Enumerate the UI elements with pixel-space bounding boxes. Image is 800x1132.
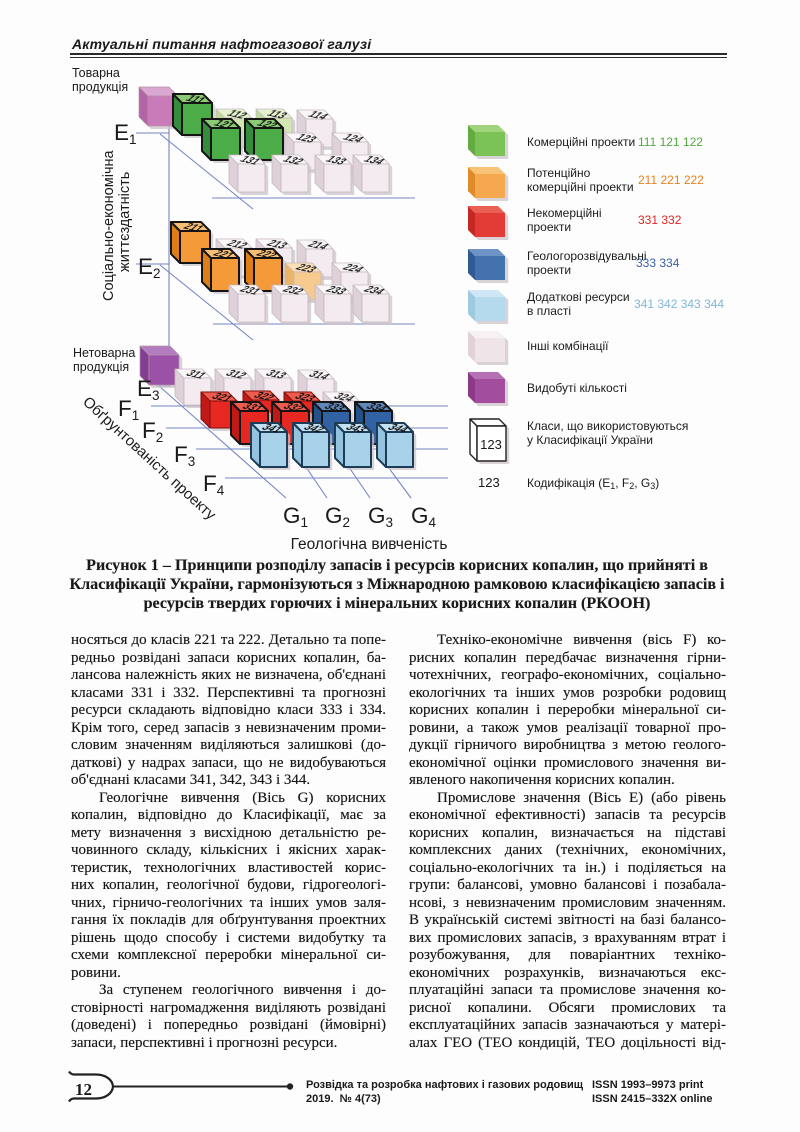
svg-text:122: 122 bbox=[253, 119, 280, 131]
svg-text:Соціально-економічна: Соціально-економічна bbox=[101, 149, 117, 301]
svg-text:F3: F3 bbox=[174, 442, 195, 469]
svg-text:111 121 122: 111 121 122 bbox=[638, 135, 703, 149]
svg-text:233: 233 bbox=[322, 285, 349, 297]
svg-text:Некомерційні: Некомерційні bbox=[527, 206, 602, 220]
svg-text:проекти: проекти bbox=[527, 220, 571, 234]
svg-text:232: 232 bbox=[279, 285, 306, 297]
svg-text:Видобуті кількості: Видобуті кількості bbox=[527, 381, 627, 395]
svg-text:223: 223 bbox=[292, 263, 319, 275]
svg-text:Додаткові ресурси: Додаткові ресурси bbox=[527, 290, 630, 304]
svg-text:323: 323 bbox=[291, 392, 318, 404]
svg-text:G3: G3 bbox=[368, 503, 393, 530]
svg-text:Інші комбінації: Інші комбінації bbox=[527, 339, 609, 353]
svg-text:продукція: продукція bbox=[72, 80, 128, 94]
svg-text:Класи, що використовуються: Класи, що використовуються bbox=[527, 419, 688, 433]
svg-text:341 342 343 344: 341 342 343 344 bbox=[634, 297, 724, 311]
svg-text:E1: E1 bbox=[114, 120, 137, 147]
svg-text:Кодифікація (E1, F2, G3): Кодифікація (E1, F2, G3) bbox=[527, 476, 659, 491]
svg-text:333 334: 333 334 bbox=[636, 256, 680, 270]
svg-text:123: 123 bbox=[480, 437, 502, 452]
svg-text:133: 133 bbox=[322, 155, 349, 167]
svg-text:313: 313 bbox=[262, 369, 289, 381]
svg-text:342: 342 bbox=[300, 423, 327, 435]
svg-text:G2: G2 bbox=[325, 503, 350, 530]
svg-text:Геологорозвідувальні: Геологорозвідувальні bbox=[527, 249, 647, 263]
svg-text:213: 213 bbox=[263, 239, 290, 251]
svg-text:211 221 222: 211 221 222 bbox=[638, 173, 704, 187]
svg-text:у Класифікації України: у Класифікації України bbox=[527, 433, 653, 447]
svg-text:Комерційні проекти: Комерційні проекти bbox=[527, 135, 635, 149]
svg-text:222: 222 bbox=[253, 249, 280, 261]
svg-text:331 332: 331 332 bbox=[638, 213, 682, 227]
svg-text:в пласті: в пласті bbox=[527, 304, 571, 318]
svg-text:F2: F2 bbox=[142, 418, 163, 445]
svg-text:Потенційно: Потенційно bbox=[527, 166, 591, 180]
svg-text:Геологічна вивченість: Геологічна вивченість bbox=[291, 536, 448, 553]
svg-text:G1: G1 bbox=[283, 503, 308, 530]
svg-text:життєздатність: життєздатність bbox=[117, 172, 133, 272]
svg-text:Обґрунтованість проекту: Обґрунтованість проекту bbox=[79, 393, 219, 523]
svg-text:E2: E2 bbox=[138, 254, 161, 281]
svg-text:332: 332 bbox=[280, 402, 307, 414]
svg-text:G4: G4 bbox=[411, 503, 437, 530]
svg-text:Товарна: Товарна bbox=[72, 66, 120, 80]
svg-text:312: 312 bbox=[222, 369, 249, 381]
svg-text:Нетоварна: Нетоварна bbox=[73, 346, 135, 360]
svg-text:123: 123 bbox=[292, 133, 319, 145]
svg-text:132: 132 bbox=[279, 155, 306, 167]
svg-text:проекти: проекти bbox=[527, 263, 571, 277]
svg-text:F4: F4 bbox=[203, 471, 225, 498]
svg-text:комерційні проекти: комерційні проекти bbox=[527, 180, 634, 194]
svg-text:322: 322 bbox=[250, 391, 277, 403]
svg-text:343: 343 bbox=[342, 423, 369, 435]
svg-text:212: 212 bbox=[223, 239, 250, 251]
svg-text:123: 123 bbox=[478, 475, 500, 490]
svg-text:333: 333 bbox=[321, 402, 348, 414]
svg-text:продукція: продукція bbox=[73, 360, 129, 374]
